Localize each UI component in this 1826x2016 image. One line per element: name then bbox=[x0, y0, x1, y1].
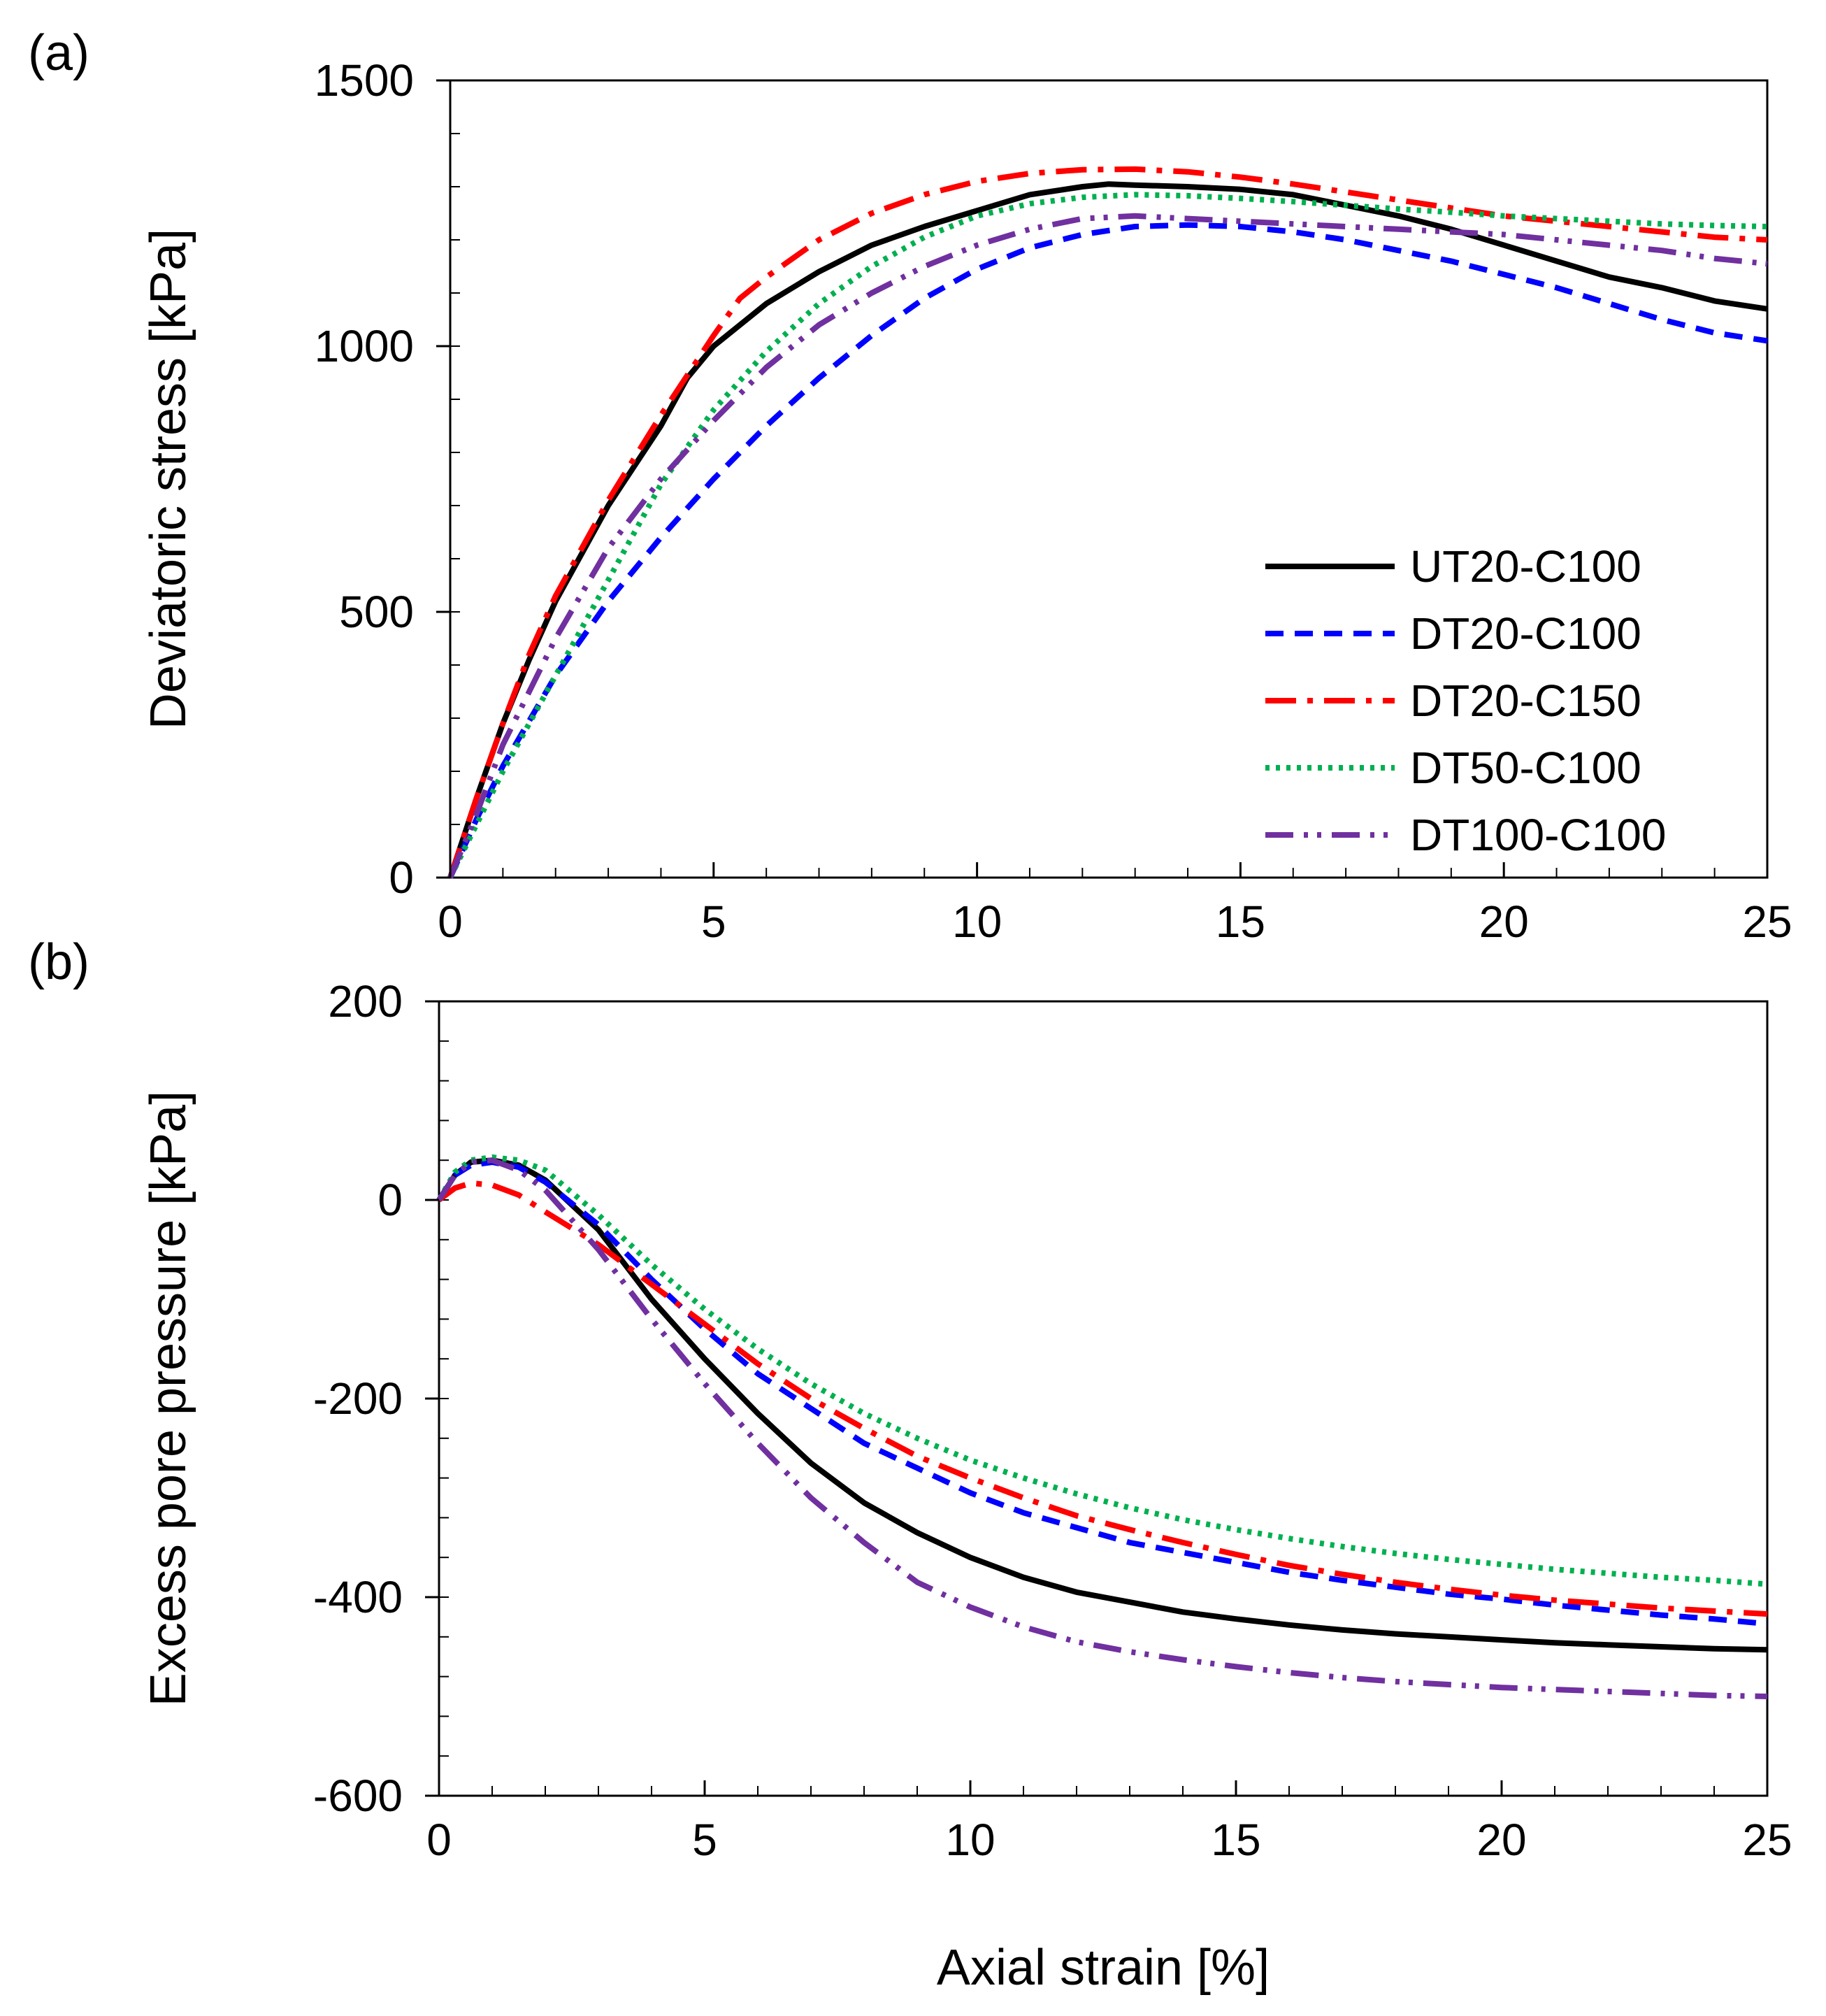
series-line-dt50-c100 bbox=[436, 1154, 1768, 1587]
series-line-dt50-c100 bbox=[447, 192, 1768, 879]
panel-a-plot-frame bbox=[449, 79, 1769, 879]
panel-b-series bbox=[436, 1154, 1768, 1699]
panel-a-series bbox=[447, 166, 1768, 879]
panel-b-plot-frame bbox=[438, 1000, 1769, 1797]
x-tick-label: 20 bbox=[1476, 1815, 1526, 1865]
panel-a-y-tick-labels: 0 500 1000 1500 bbox=[315, 55, 450, 903]
y-tick-label: 500 bbox=[339, 587, 414, 637]
x-tick-label: 10 bbox=[952, 896, 1002, 947]
legend-label-ut20-c100: UT20-C100 bbox=[1410, 541, 1641, 592]
panel-b-label: (b) bbox=[28, 934, 89, 990]
series-line-ut20-c100 bbox=[436, 1157, 1768, 1653]
x-tick-label: 15 bbox=[1216, 896, 1265, 947]
panel-a-label: (a) bbox=[28, 25, 89, 81]
y-tick-label: 200 bbox=[328, 976, 403, 1027]
y-tick-label: -200 bbox=[313, 1373, 403, 1424]
y-tick-label: -600 bbox=[313, 1771, 403, 1821]
x-tick-label: 0 bbox=[426, 1815, 452, 1865]
y-tick-label: 0 bbox=[378, 1175, 403, 1225]
panel-b-y-tick-labels: -600 -400 -200 0 200 bbox=[313, 976, 439, 1821]
panel-a-y-axis-title: Deviatoric stress [kPa] bbox=[141, 229, 196, 729]
panel-a-x-tick-labels: 0 5 10 15 20 25 bbox=[438, 862, 1792, 947]
panel-b-chart: 0 5 10 15 20 25 -600 -400 -200 0 200 Excess pore … bbox=[141, 976, 1792, 1996]
x-axis-title: Axial strain [%] bbox=[937, 1940, 1270, 1996]
panel-b-y-axis-title: Excess pore pressure [kPa] bbox=[141, 1091, 196, 1706]
x-tick-label: 15 bbox=[1211, 1815, 1260, 1865]
series-line-dt100-c100 bbox=[447, 213, 1768, 879]
x-tick-label: 5 bbox=[692, 1815, 717, 1865]
series-line-dt20-c100 bbox=[436, 1159, 1768, 1627]
legend-label-dt20-c150: DT20-C150 bbox=[1410, 675, 1641, 726]
panel-b-minor-ticks bbox=[439, 1040, 1715, 1796]
series-line-dt20-c150 bbox=[437, 1180, 1768, 1617]
series-line-ut20-c100 bbox=[447, 181, 1768, 879]
x-tick-label: 5 bbox=[701, 896, 726, 947]
x-tick-label: 0 bbox=[438, 896, 463, 947]
y-tick-label: 1500 bbox=[315, 55, 414, 106]
legend: UT20-C100 DT20-C100 DT20-C150 DT50-C100 DT10… bbox=[1265, 541, 1666, 860]
legend-label-dt50-c100: DT50-C100 bbox=[1410, 743, 1641, 793]
panel-b-x-tick-labels: 0 5 10 15 20 25 bbox=[426, 1780, 1792, 1865]
panel-a-chart: 0 5 10 15 20 25 0 500 1000 1500 Deviatoric stres… bbox=[141, 55, 1792, 947]
series-line-dt20-c100 bbox=[447, 222, 1768, 879]
y-tick-label: 1000 bbox=[315, 321, 414, 371]
x-tick-label: 25 bbox=[1742, 896, 1792, 947]
y-tick-label: -400 bbox=[313, 1572, 403, 1622]
x-tick-label: 25 bbox=[1742, 1815, 1792, 1865]
series-line-dt100-c100 bbox=[436, 1157, 1768, 1699]
x-tick-label: 10 bbox=[945, 1815, 995, 1865]
y-tick-label: 0 bbox=[389, 852, 414, 903]
legend-label-dt100-c100: DT100-C100 bbox=[1410, 810, 1666, 860]
series-line-dt20-c150 bbox=[447, 166, 1768, 879]
legend-label-dt20-c100: DT20-C100 bbox=[1410, 608, 1641, 659]
x-tick-label: 20 bbox=[1479, 896, 1529, 947]
